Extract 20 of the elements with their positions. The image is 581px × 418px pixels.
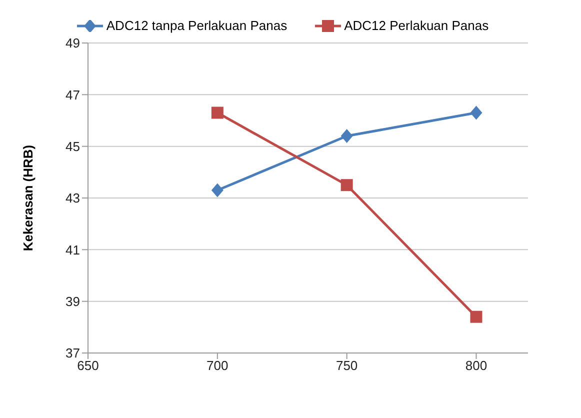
point <box>211 183 224 198</box>
y-tick-label: 37 <box>66 346 80 361</box>
x-tick-label: 650 <box>77 358 99 374</box>
point <box>340 129 353 143</box>
y-tick-label: 49 <box>66 36 80 51</box>
legend-label: ADC12 tanpa Perlakuan Panas <box>105 18 288 33</box>
y-axis-title: Kekerasan (HRB) <box>20 144 36 252</box>
legend-label: ADC12 Perlakuan Panas <box>343 18 489 33</box>
point <box>470 106 482 120</box>
x-tick-label: 800 <box>465 358 488 374</box>
y-tick-label: 39 <box>66 294 80 309</box>
x-tick-label: 700 <box>206 358 228 374</box>
y-tick-label: 47 <box>66 87 80 102</box>
y-tick-label: 43 <box>66 190 80 206</box>
point <box>470 310 482 323</box>
x-tick-label: 750 <box>336 358 358 374</box>
point <box>340 179 353 192</box>
y-tick-label: 45 <box>66 138 80 154</box>
y-tick-label: 41 <box>66 242 80 258</box>
point <box>211 106 224 119</box>
